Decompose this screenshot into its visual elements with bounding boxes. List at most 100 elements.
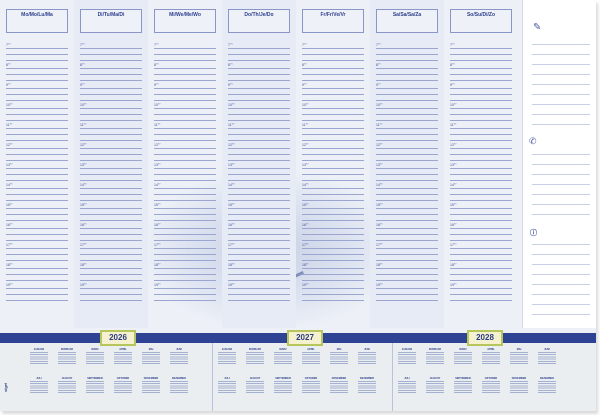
writing-line [154, 194, 216, 195]
day-header-box[interactable]: Sa/Sa/Sa/Za [376, 9, 438, 33]
mini-month-grid [302, 381, 320, 393]
writing-line [450, 54, 512, 55]
day-header-box[interactable]: Di/Tu/Ma/Di [80, 9, 142, 33]
mini-month-title: NOVEMBER [143, 377, 159, 380]
writing-line [376, 288, 438, 289]
writing-line [6, 128, 68, 129]
writing-line [228, 228, 290, 229]
writing-line [376, 60, 438, 61]
writing-line [154, 294, 216, 295]
writing-line [376, 160, 438, 161]
notes-line [532, 304, 590, 305]
mini-month-calendar: AUGUST [246, 377, 264, 393]
mini-month-calendar: AUGUST [426, 377, 444, 393]
hour-label: 14°° [302, 183, 309, 187]
mini-month-grid [330, 381, 348, 393]
writing-line [80, 188, 142, 189]
mini-month-grid [510, 352, 528, 364]
hour-label: 9°° [376, 83, 381, 87]
writing-line [450, 208, 512, 209]
writing-line [376, 174, 438, 175]
writing-line [228, 294, 290, 295]
mini-month-title: SEPTEMBER [275, 377, 291, 380]
hour-label: 13°° [6, 163, 13, 167]
hour-label: 13°° [450, 163, 457, 167]
day-header-box[interactable]: Mo/Mo/Lu/Ma [6, 9, 68, 33]
writing-line [6, 160, 68, 161]
mini-month-grid [142, 352, 160, 364]
writing-line [450, 88, 512, 89]
hour-label: 19°° [450, 283, 457, 287]
writing-line [80, 254, 142, 255]
day-header-box[interactable]: Mi/We/Me/Wo [154, 9, 216, 33]
day-header-box[interactable]: Fr/Fr/Ve/Vr [302, 9, 364, 33]
mini-month-grid [30, 352, 48, 364]
writing-line [302, 280, 364, 281]
writing-line [450, 188, 512, 189]
hour-label: 11°° [80, 123, 87, 127]
writing-line [376, 248, 438, 249]
hour-label: 7°° [450, 43, 455, 47]
writing-line [6, 228, 68, 229]
day-header-label: Do/Th/Je/Do [244, 12, 274, 18]
writing-line [154, 188, 216, 189]
hour-label: 9°° [154, 83, 159, 87]
writing-line [6, 168, 68, 169]
writing-line [80, 240, 142, 241]
mini-month-calendar: NOVEMBER [510, 377, 528, 393]
day-column: Fr/Fr/Ve/Vr 7°° 8°° 9°° 10°° 11°° 12°° 13°° 14°°… [296, 0, 370, 328]
writing-line [302, 188, 364, 189]
mini-month-title: DEZEMBER [359, 377, 375, 380]
hour-label: 8°° [376, 63, 381, 67]
writing-line [228, 100, 290, 101]
notes-line [532, 164, 590, 165]
writing-line [154, 54, 216, 55]
hour-label: 14°° [154, 183, 161, 187]
mini-month-grid [398, 381, 416, 393]
year-label-2028: 2028 [467, 330, 503, 346]
writing-line [6, 208, 68, 209]
day-column: Mo/Mo/Lu/Ma 7°° 8°° 9°° 10°° 11°° 12°° 13°° 14°°… [0, 0, 74, 328]
writing-line [80, 214, 142, 215]
hour-label: 15°° [154, 203, 161, 207]
writing-line [302, 220, 364, 221]
writing-line [228, 174, 290, 175]
mini-month-title: JULI [224, 377, 230, 380]
mini-month-title: APRIL [487, 348, 495, 351]
writing-line [80, 154, 142, 155]
mini-month-grid [358, 352, 376, 364]
hour-label: 10°° [228, 103, 235, 107]
writing-line [450, 294, 512, 295]
writing-line [302, 48, 364, 49]
writing-line [80, 114, 142, 115]
mini-month-calendar: FEBRUAR [246, 348, 264, 364]
hour-label: 11°° [302, 123, 309, 127]
writing-line [228, 108, 290, 109]
day-header-box[interactable]: So/Su/Di/Zo [450, 9, 512, 33]
writing-line [154, 100, 216, 101]
writing-line [376, 188, 438, 189]
mini-month-grid [114, 381, 132, 393]
writing-line [6, 88, 68, 89]
writing-line [302, 134, 364, 135]
hour-label: 17°° [376, 243, 383, 247]
hour-label: 12°° [6, 143, 13, 147]
mini-month-title: AUGUST [249, 377, 261, 380]
writing-line [154, 174, 216, 175]
hour-label: 10°° [154, 103, 161, 107]
day-column: Sa/Sa/Sa/Za 7°° 8°° 9°° 10°° 11°° 12°° 13°° 14°°… [370, 0, 444, 328]
writing-line [376, 54, 438, 55]
writing-line [80, 180, 142, 181]
hour-label: 7°° [376, 43, 381, 47]
hour-label: 17°° [228, 243, 235, 247]
notes-panel: ✎ ✆ ⓘ [522, 0, 596, 328]
mini-month-calendar: NOVEMBER [330, 377, 348, 393]
day-header-box[interactable]: Do/Th/Je/Do [228, 9, 290, 33]
writing-line [228, 280, 290, 281]
hour-label: 17°° [80, 243, 87, 247]
writing-line [80, 88, 142, 89]
mini-month-grid [510, 381, 528, 393]
writing-line [450, 268, 512, 269]
writing-line [302, 114, 364, 115]
writing-line [376, 280, 438, 281]
